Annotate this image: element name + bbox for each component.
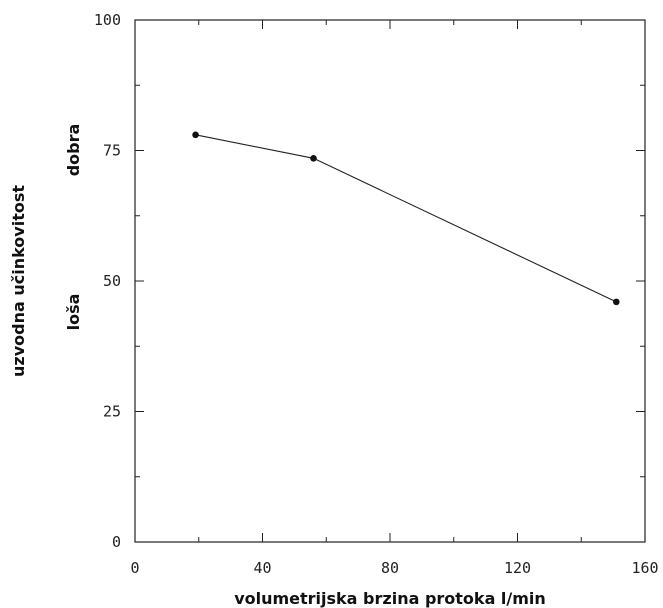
x-tick-label: 80 [381, 559, 399, 577]
series-line [195, 134, 617, 303]
x-tick-label: 40 [253, 559, 271, 577]
y-tick-label: 25 [103, 403, 121, 421]
annotation-bad: loša [64, 294, 83, 331]
x-axis-title: volumetrijska brzina protoka l/min [234, 589, 546, 608]
x-tick-labels: 0 40 80 120 160 [130, 559, 658, 577]
data-point [613, 298, 620, 306]
y-tick-label: 100 [94, 11, 121, 29]
y-tick-label: 0 [112, 533, 121, 551]
axis-ticks [134, 19, 646, 543]
data-point [192, 131, 199, 139]
x-tick-label: 120 [504, 559, 531, 577]
plot-frame [134, 19, 646, 543]
x-tick-label: 160 [631, 559, 658, 577]
data-point [310, 155, 317, 162]
y-tick-label: 75 [103, 142, 121, 160]
y-axis-title: uzvodna učinkovitost [9, 185, 28, 377]
annotation-good: dobra [64, 124, 83, 177]
data-points [192, 131, 620, 306]
x-tick-label: 0 [130, 559, 139, 577]
y-tick-labels: 0 25 50 75 100 [94, 11, 121, 551]
y-tick-label: 50 [103, 272, 121, 290]
